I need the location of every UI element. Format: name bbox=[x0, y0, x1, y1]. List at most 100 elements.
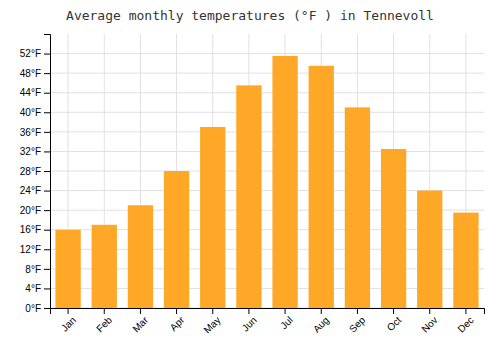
axis-line bbox=[51, 309, 485, 315]
tick: 20°F bbox=[20, 205, 50, 216]
grid-line bbox=[50, 73, 484, 74]
tick-mark bbox=[44, 151, 50, 152]
tick-mark bbox=[44, 269, 50, 270]
bar bbox=[381, 149, 406, 308]
tick: 52°F bbox=[20, 48, 50, 59]
tick-mark bbox=[44, 191, 50, 192]
tick: 4°F bbox=[25, 283, 50, 294]
tick-label: Mar bbox=[130, 314, 150, 334]
tick-mark bbox=[465, 308, 466, 314]
tick-label: 40°F bbox=[20, 107, 41, 118]
tick-label: Jul bbox=[278, 314, 295, 331]
bar bbox=[92, 225, 117, 308]
tick-label: 8°F bbox=[25, 264, 41, 275]
tick-label: 0°F bbox=[25, 303, 41, 314]
bar bbox=[128, 205, 153, 308]
tick: 40°F bbox=[20, 107, 50, 118]
tick: May bbox=[202, 308, 223, 336]
tick: 28°F bbox=[20, 166, 50, 177]
tick-mark bbox=[44, 93, 50, 94]
tick: 8°F bbox=[25, 264, 50, 275]
tick: Jul bbox=[278, 308, 295, 331]
bar bbox=[272, 56, 297, 308]
tick: Nov bbox=[419, 308, 439, 335]
tick: Feb bbox=[94, 308, 114, 334]
chart: 0°F 4°F 8°F 12°F 16°F 20°F 24°F 28°F 32°F 36°F 40°… bbox=[0, 0, 500, 350]
tick-mark bbox=[44, 132, 50, 133]
tick: 32°F bbox=[20, 146, 50, 157]
tick-mark bbox=[212, 308, 213, 314]
tick-label: Jun bbox=[240, 314, 259, 333]
y-axis: 0°F 4°F 8°F 12°F 16°F 20°F 24°F 28°F 32°F 36°F 40°… bbox=[20, 35, 51, 314]
tick-mark bbox=[104, 308, 105, 314]
tick-label: 4°F bbox=[25, 283, 41, 294]
tick: 0°F bbox=[25, 303, 50, 314]
tick-mark bbox=[248, 308, 249, 314]
grid-line bbox=[50, 171, 484, 172]
plot-area: 0°F 4°F 8°F 12°F 16°F 20°F 24°F 28°F 32°F 36°F 40°… bbox=[20, 34, 485, 336]
tick: Jun bbox=[240, 308, 259, 334]
tick-mark bbox=[44, 308, 50, 309]
tick: 16°F bbox=[20, 224, 50, 235]
tick-label: May bbox=[202, 314, 223, 335]
tick-label: 44°F bbox=[20, 87, 41, 98]
tick-mark bbox=[357, 308, 358, 314]
bars bbox=[55, 56, 478, 308]
tick-label: 52°F bbox=[20, 48, 41, 59]
tick: Apr bbox=[168, 308, 187, 333]
tick-mark bbox=[44, 171, 50, 172]
bar bbox=[236, 85, 261, 308]
tick-label: 16°F bbox=[20, 224, 41, 235]
tick-label: Oct bbox=[385, 314, 404, 333]
tick-label: Sep bbox=[347, 314, 368, 335]
tick: 44°F bbox=[20, 87, 50, 98]
grid bbox=[50, 34, 484, 308]
tick-mark bbox=[44, 112, 50, 113]
tick-label: 12°F bbox=[20, 244, 41, 255]
bar bbox=[164, 171, 189, 308]
axis-line bbox=[44, 35, 51, 309]
tick-mark bbox=[140, 308, 141, 314]
tick-label: Aug bbox=[311, 314, 331, 334]
grid-line bbox=[50, 151, 484, 152]
grid-line bbox=[50, 131, 484, 132]
tick: Jan bbox=[59, 308, 78, 334]
bar bbox=[417, 191, 442, 308]
tick-mark bbox=[285, 308, 286, 314]
tick-mark bbox=[44, 288, 50, 289]
tick-label: 36°F bbox=[20, 127, 41, 138]
title: Average monthly temperatures (°F ) in Te… bbox=[66, 8, 434, 23]
tick-label: 48°F bbox=[20, 68, 41, 79]
tick-label: Dec bbox=[455, 314, 475, 334]
tick: Sep bbox=[347, 308, 368, 335]
bar bbox=[309, 66, 334, 308]
tick: Oct bbox=[385, 308, 404, 333]
grid-line bbox=[50, 112, 484, 113]
tick-label: Jan bbox=[59, 314, 78, 333]
tick: 48°F bbox=[20, 68, 50, 79]
tick: 36°F bbox=[20, 127, 50, 138]
tick-label: 20°F bbox=[20, 205, 41, 216]
tick: 12°F bbox=[20, 244, 50, 255]
tick-label: 28°F bbox=[20, 166, 41, 177]
tick-mark bbox=[44, 249, 50, 250]
tick-label: Apr bbox=[168, 314, 187, 333]
tick: Aug bbox=[311, 308, 331, 335]
tick-label: Nov bbox=[419, 314, 439, 334]
x-axis: Jan Feb Mar Apr May Jun Jul Aug Sep Oct Nov Dec bbox=[51, 308, 485, 336]
tick-mark bbox=[44, 230, 50, 231]
bar bbox=[345, 107, 370, 308]
tick-label: 32°F bbox=[20, 146, 41, 157]
bar bbox=[55, 230, 80, 308]
grid-line bbox=[50, 92, 484, 93]
bar bbox=[453, 213, 478, 308]
tick-mark bbox=[68, 308, 69, 314]
tick-mark bbox=[393, 308, 394, 314]
tick-label: Feb bbox=[94, 314, 114, 334]
tick-mark bbox=[321, 308, 322, 314]
grid-line bbox=[50, 53, 484, 54]
tick-mark bbox=[44, 54, 50, 55]
tick-mark bbox=[44, 73, 50, 74]
bar bbox=[200, 127, 225, 308]
tick: 24°F bbox=[20, 185, 50, 196]
